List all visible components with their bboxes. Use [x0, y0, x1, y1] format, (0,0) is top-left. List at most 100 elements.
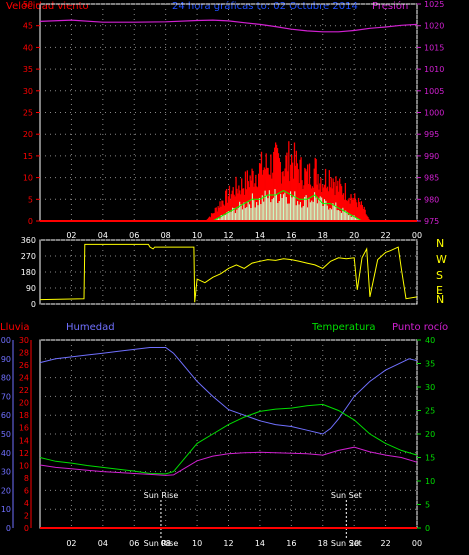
wind-tick-label: 35	[23, 65, 33, 74]
direction-tick-label: 90	[26, 284, 36, 293]
sun-marker-bottom-label: Sun Rise	[144, 539, 179, 548]
rain-tick-label: 18	[19, 411, 29, 420]
direction-tick-label: 270	[21, 252, 36, 261]
compass-label: N	[436, 237, 444, 250]
wind-direction-line	[39, 243, 418, 303]
wind-speed-axis-title: Velocidad viento	[6, 1, 89, 12]
panel2-grid	[40, 239, 418, 305]
pressure-tick-label: 975	[424, 217, 439, 226]
wind-tick-label: 15	[23, 152, 33, 161]
pressure-tick-label: 1015	[424, 43, 444, 52]
humidity-line	[39, 347, 418, 435]
humidity-tick-label: 100	[0, 336, 11, 345]
pressure-line	[39, 19, 418, 33]
x-tick-label: 18	[318, 539, 328, 548]
temperature-tick-label: 10	[425, 477, 435, 486]
temperature-tick-label: 0	[425, 524, 430, 533]
temperature-tick-label: 20	[425, 430, 435, 439]
x-tick-label: 06	[129, 539, 139, 548]
dewpoint-axis-title: Punto rocío	[392, 321, 448, 333]
pressure-tick-label: 1025	[424, 0, 444, 9]
humidity-tick-label: 90	[1, 355, 11, 364]
x-tick-label: 10	[192, 231, 202, 240]
rain-axis-title: Lluvia	[0, 322, 30, 333]
humidity-tick-label: 30	[1, 468, 11, 477]
x-tick-label: 16	[286, 539, 296, 548]
panel1-ticks: 0510152025303540455097598098599099510001…	[23, 0, 445, 240]
rain-tick-label: 2	[24, 511, 29, 520]
pressure-tick-label: 985	[424, 174, 439, 183]
x-tick-label: 00	[412, 231, 422, 240]
compass-label: S	[436, 269, 443, 282]
pressure-axis-title: Presión	[372, 0, 408, 12]
x-tick-label: 18	[318, 231, 328, 240]
temperature-tick-label: 35	[425, 360, 435, 369]
pressure-tick-label: 990	[424, 152, 439, 161]
rain-tick-label: 12	[19, 449, 29, 458]
x-tick-label: 02	[66, 539, 76, 548]
wind-tick-label: 30	[23, 87, 33, 96]
rain-tick-label: 6	[24, 486, 29, 495]
sun-markers: Sun Rise Sun Rise Sun Set Sun Set	[144, 491, 362, 548]
compass-label: N	[436, 293, 444, 306]
x-tick-label: 16	[286, 231, 296, 240]
chart-title: 24 hora gráficas to: 02 Octubre 2014	[172, 0, 358, 12]
compass-label: E	[436, 284, 443, 297]
x-tick-label: 06	[129, 231, 139, 240]
wind-tick-label: 25	[23, 109, 33, 118]
humidity-tick-label: 60	[1, 411, 11, 420]
rain-tick-label: 16	[19, 424, 29, 433]
temperature-tick-label: 15	[425, 454, 435, 463]
wind-tick-label: 40	[23, 43, 33, 52]
humidity-tick-label: 40	[1, 449, 11, 458]
pressure-tick-label: 1020	[424, 22, 444, 31]
rain-tick-label: 28	[19, 349, 29, 358]
rain-tick-label: 22	[19, 386, 29, 395]
sun-marker-bottom-label: Sun Set	[331, 539, 362, 548]
humidity-tick-label: 80	[1, 374, 11, 383]
temperature-tick-label: 25	[425, 407, 435, 416]
temperature-tick-label: 40	[425, 336, 435, 345]
direction-tick-label: 0	[31, 300, 36, 309]
avg-wind-line	[212, 190, 363, 222]
temperature-tick-label: 30	[425, 383, 435, 392]
x-tick-label: 08	[161, 539, 171, 548]
temperature-tick-label: 5	[425, 501, 430, 510]
rain-tick-label: 14	[19, 436, 29, 445]
rain-tick-label: 10	[19, 461, 29, 470]
panel1-grid	[40, 3, 418, 222]
humidity-tick-label: 70	[1, 392, 11, 401]
rain-tick-label: 26	[19, 361, 29, 370]
x-tick-label: 04	[98, 539, 108, 548]
x-tick-label: 10	[192, 539, 202, 548]
compass-label: W	[436, 253, 447, 266]
wind-tick-label: 5	[28, 195, 33, 204]
x-tick-label: 14	[255, 539, 265, 548]
dewpoint-line	[39, 446, 418, 476]
pressure-tick-label: 1005	[424, 87, 444, 96]
rain-tick-label: 20	[19, 399, 29, 408]
humidity-tick-label: 10	[1, 505, 11, 514]
x-tick-label: 12	[223, 539, 233, 548]
wind-tick-label: 20	[23, 130, 33, 139]
sun-marker-label: Sun Set	[331, 491, 362, 500]
pressure-tick-label: 995	[424, 130, 439, 139]
direction-tick-label: 360	[21, 236, 36, 245]
wind-pressure-panel: 0510152025303540455097598098599099510001…	[23, 0, 445, 240]
x-tick-label: 00	[412, 539, 422, 548]
temperature-axis-title: Temperatura	[311, 322, 376, 333]
humidity-tick-label: 20	[1, 486, 11, 495]
sun-marker-label: Sun Rise	[144, 491, 179, 500]
rain-tick-label: 24	[19, 374, 29, 383]
direction-tick-label: 180	[21, 268, 36, 277]
rain-tick-label: 8	[24, 474, 29, 483]
pressure-tick-label: 980	[424, 195, 439, 204]
rain-tick-label: 0	[24, 524, 29, 533]
x-tick-label: 14	[255, 231, 265, 240]
rain-tick-label: 30	[19, 336, 29, 345]
pressure-tick-label: 1000	[424, 109, 444, 118]
